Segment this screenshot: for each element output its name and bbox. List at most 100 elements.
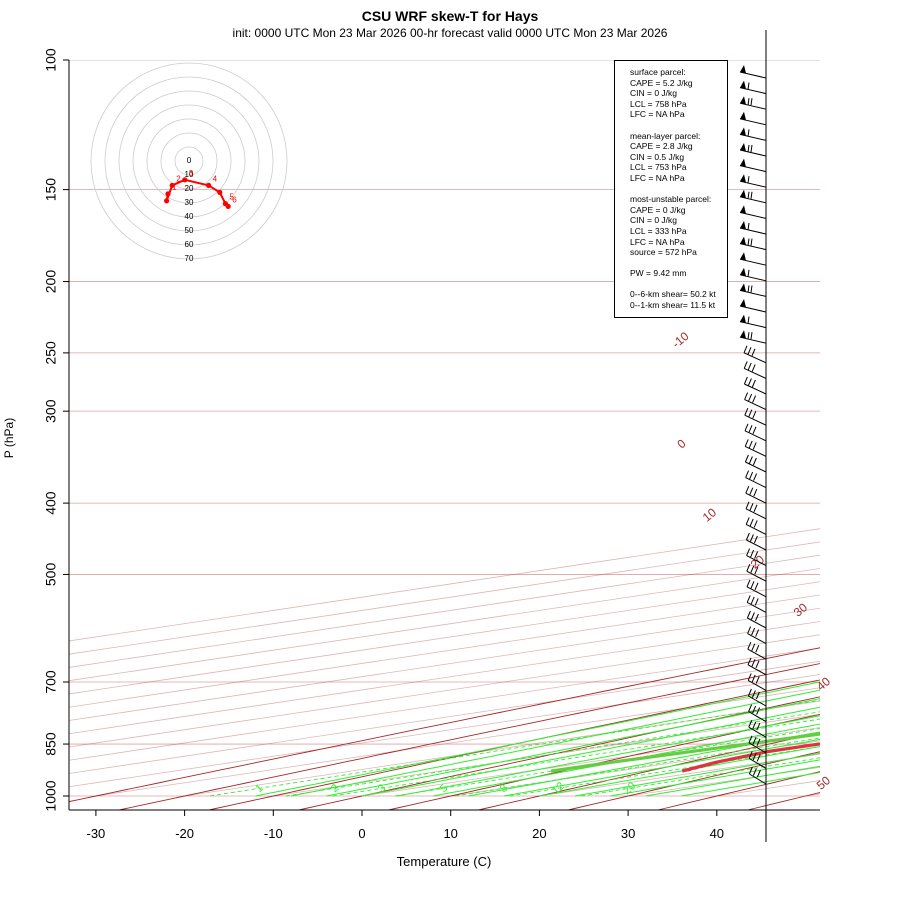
hodograph-ring — [160, 132, 218, 190]
wind-barb-feather — [747, 98, 750, 106]
wind-barb-feather — [747, 378, 752, 386]
hodograph-ring — [104, 76, 274, 246]
wind-barb-feather — [754, 613, 759, 622]
y-tick-label: 700 — [43, 670, 59, 694]
wind-barb-staff — [744, 445, 767, 457]
wind-barb — [739, 252, 767, 266]
hodograph-point — [206, 182, 212, 188]
wind-barb-feather — [750, 549, 755, 558]
wind-barb-flag — [740, 205, 746, 214]
isotherm-line — [273, 713, 820, 797]
wind-barb — [745, 470, 767, 489]
wind-barb-feather — [749, 471, 754, 480]
dry-adiabat — [386, 713, 820, 810]
wind-barb-staff — [743, 367, 767, 379]
wind-barb — [739, 205, 767, 219]
wind-barb-feather — [744, 454, 749, 463]
dry-adiabat — [476, 732, 820, 810]
wind-barb-flag — [740, 283, 746, 292]
wind-barb-feather — [750, 238, 753, 246]
wind-barb-feather — [747, 316, 750, 324]
y-tick-label: 500 — [43, 563, 59, 587]
wind-barb — [739, 314, 767, 329]
moist-adiabat — [432, 723, 820, 797]
wind-barb-feather — [754, 582, 759, 590]
x-tick-label: 40 — [710, 826, 724, 841]
wind-barb-feather — [753, 504, 758, 512]
isotherm-line — [69, 581, 820, 695]
hodograph-point-label: 2 — [176, 174, 181, 183]
surface-lfc: LFC = NA hPa — [630, 109, 685, 120]
moist-adiabat — [468, 731, 820, 797]
wind-barb-feather — [748, 766, 753, 775]
wind-barb-feather — [754, 551, 759, 559]
wind-barb-staff — [747, 679, 767, 691]
wind-barb-feather — [754, 567, 759, 575]
wind-barb-staff — [748, 757, 767, 769]
wind-barb — [748, 766, 767, 785]
wind-barb-feather — [753, 473, 758, 481]
wind-barb-feather — [755, 691, 760, 700]
hodograph-point-label: 6 — [232, 195, 237, 204]
y-axis-label: P (hPa) — [2, 418, 16, 458]
moist-adiabat — [290, 689, 820, 797]
wind-barb — [739, 221, 767, 235]
wind-barb-staff — [746, 555, 767, 567]
hodograph-point-label: 1 — [172, 183, 177, 192]
wind-barb-feather — [750, 98, 753, 106]
hodograph-ring-label: 40 — [185, 212, 194, 221]
wind-barb-staff — [745, 461, 767, 473]
wind-barb-feather — [754, 598, 759, 606]
wind-barb-feather — [749, 534, 754, 542]
wind-barb — [745, 532, 767, 551]
wind-barb-feather — [750, 581, 755, 589]
wind-barb-staff — [746, 570, 767, 582]
x-tick-label: 20 — [532, 826, 546, 841]
wind-barb-feather — [756, 738, 761, 746]
hodograph-ring-label: 10 — [185, 170, 194, 179]
wind-barb-feather — [752, 411, 757, 419]
wind-barb-staff — [748, 711, 767, 723]
wind-barb-feather — [745, 517, 750, 525]
wind-barb-staff — [748, 742, 767, 754]
hodograph-ring-label: 50 — [185, 226, 194, 235]
wind-barb-feather — [745, 470, 750, 478]
wind-barb-feather — [746, 595, 751, 603]
wind-barb-flag — [740, 252, 746, 261]
wind-barb-staff — [745, 477, 767, 489]
dry-adiabat — [69, 647, 820, 803]
wind-barb-feather — [755, 660, 760, 668]
isotherm-label: 0 — [674, 436, 688, 451]
isotherm-line — [69, 634, 820, 748]
wind-barb-feather — [743, 345, 748, 353]
wind-barb-feather — [747, 642, 752, 650]
wind-barb-feather — [745, 532, 750, 541]
isotherm-line — [69, 594, 820, 708]
wind-barb-feather — [747, 82, 750, 90]
precipitable-water: PW = 9.42 mm — [630, 268, 687, 279]
wind-barb-flag — [740, 174, 746, 183]
hodograph-ring — [174, 146, 204, 176]
wind-barb-feather — [748, 456, 753, 464]
hodograph-point-label: 3 — [189, 169, 194, 178]
dry-adiabat — [206, 679, 820, 810]
wind-barb — [743, 376, 767, 395]
dry-adiabat — [831, 60, 900, 812]
wind-barb — [747, 673, 767, 691]
wind-barb — [744, 454, 767, 473]
moist-adiabat — [645, 765, 820, 797]
surface-parcel-header: surface parcel: — [630, 67, 686, 77]
wind-barb-flag — [740, 96, 746, 105]
wind-barb-feather — [752, 752, 757, 761]
isotherm-line — [69, 607, 820, 721]
chart-subtitle: init: 0000 UTC Mon 23 Mar 2026 00-hr for… — [232, 26, 668, 40]
wind-barb-feather — [749, 487, 754, 495]
wind-barb-feather — [747, 129, 750, 137]
chart-title: CSU WRF skew-T for Hays — [361, 8, 539, 24]
isotherm-label: 50 — [814, 773, 833, 793]
meanlayer-lfc: LFC = NA hPa — [630, 172, 685, 183]
moist-adiabat — [326, 698, 820, 797]
wind-barb-feather — [747, 332, 750, 340]
wind-barb-feather — [756, 723, 761, 731]
